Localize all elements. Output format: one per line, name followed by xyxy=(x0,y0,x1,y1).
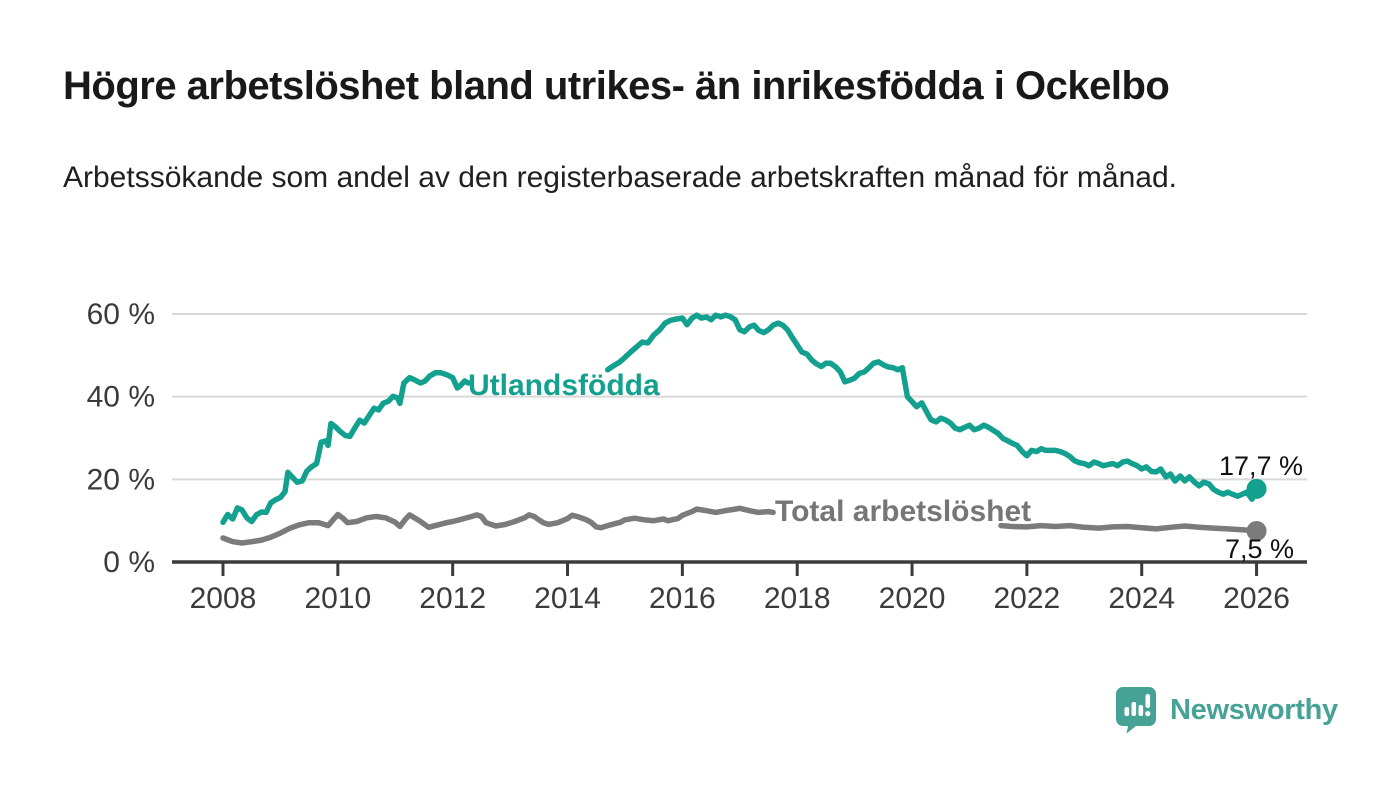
series-line xyxy=(604,312,1260,502)
brand-name: Newsworthy xyxy=(1170,693,1338,726)
series-end-dot xyxy=(1246,521,1267,542)
series-line xyxy=(220,505,776,546)
x-tick-label: 2008 xyxy=(190,582,257,615)
end-value-label-total: 7,5 % xyxy=(1225,534,1295,564)
x-tick-label: 2026 xyxy=(1223,582,1290,615)
series-end-dot xyxy=(1246,478,1267,499)
chart-subtitle: Arbetssökande som andel av den registerb… xyxy=(63,161,1177,194)
x-tick-label: 2022 xyxy=(994,582,1061,615)
newsworthy-logo: Newsworthy xyxy=(1115,686,1338,734)
page-title: Högre arbetslöshet bland utrikes- än inr… xyxy=(63,64,1170,108)
series-line xyxy=(220,369,471,526)
y-tick-label: 60 % xyxy=(87,298,155,331)
series-label-utlandsfodda: Utlandsfödda xyxy=(468,369,660,402)
series-line xyxy=(998,522,1260,534)
x-tick-label: 2014 xyxy=(534,582,601,615)
x-tick-label: 2012 xyxy=(419,582,486,615)
y-tick-label: 0 % xyxy=(103,546,155,579)
x-tick-label: 2024 xyxy=(1108,582,1175,615)
x-tick-label: 2010 xyxy=(304,582,371,615)
series-label-total: Total arbetslöshet xyxy=(775,495,1032,528)
x-tick-label: 2020 xyxy=(879,582,946,615)
x-tick-label: 2016 xyxy=(649,582,716,615)
end-value-label-utlandsfodda: 17,7 % xyxy=(1219,451,1304,481)
bar-chart-bubble-icon xyxy=(1116,687,1156,734)
y-tick-label: 20 % xyxy=(87,463,155,496)
x-tick-label: 2018 xyxy=(764,582,831,615)
y-tick-label: 40 % xyxy=(87,381,155,414)
